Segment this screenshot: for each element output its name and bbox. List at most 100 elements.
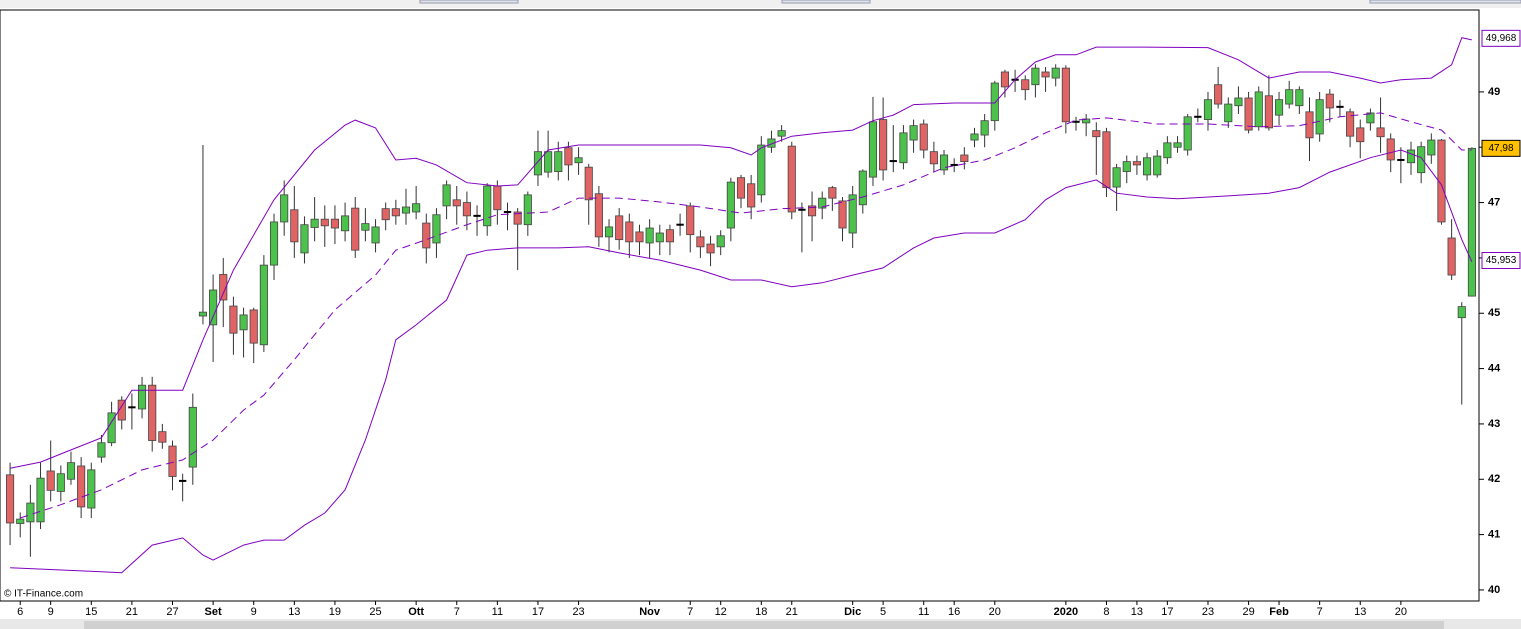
x-tick-label: 19 [329,606,341,618]
candle-down [828,187,837,199]
candle-up [310,218,319,228]
candle-up [66,462,76,480]
candle-down [1437,139,1446,223]
candle-down [787,145,796,213]
candle-up [1112,167,1121,188]
candle-up [909,125,918,141]
candle-down [635,231,644,243]
candle-up [361,223,370,231]
x-tick-label: 7 [687,606,693,618]
candle-up [87,469,96,509]
candle-up [300,224,309,254]
candle-down [1325,93,1334,109]
candle-up [726,181,735,229]
candle-up [371,226,380,244]
candle-down [564,147,573,166]
candle-up [1295,89,1304,107]
candle-up [818,197,827,209]
candle-down [6,474,15,524]
candle-down [219,274,228,301]
x-tick-label: 8 [1103,606,1109,618]
x-tick-label: Nov [639,606,661,618]
candle-down [665,229,674,243]
candle-down [1447,237,1456,276]
candle-down [1305,111,1314,139]
x-tick-label: 2020 [1054,606,1078,618]
candle-up [97,442,106,458]
price-label-box [1481,139,1521,157]
candle-up [1224,103,1233,123]
x-tick-label: 13 [288,606,300,618]
candle-up [1234,97,1243,107]
candle-down [736,177,746,199]
candle-up [56,473,65,492]
candle-up [970,133,979,141]
candle-up [1153,155,1162,176]
candle-up [1254,91,1263,128]
candle-down [1000,71,1009,88]
candle-up [1274,99,1284,116]
candle-up [1031,67,1040,86]
x-tick-label: Ott [408,606,424,618]
candle-up [188,406,197,468]
candle-down [117,399,126,421]
x-tick-label: 13 [1131,606,1143,618]
price-label-box [1481,252,1521,270]
price-label: 45,953 [1486,255,1517,266]
price-label-box [1481,29,1521,47]
y-tick-label: 45 [1488,307,1500,319]
candle-down [747,183,756,208]
candle-up [1315,99,1324,135]
candle-up [899,132,908,164]
x-tick-label: Dic [844,606,861,618]
candle-up [645,227,654,244]
candle-up [1143,157,1152,176]
top-bar [0,0,1521,8]
candle-up [432,214,441,244]
candle-down [1092,130,1101,138]
candle-up [239,314,248,331]
candle-down [929,151,938,165]
scroll-thumb[interactable] [84,621,1444,629]
candle-down [615,215,624,241]
candle-up [533,151,543,176]
y-tick-label: 40 [1488,584,1500,596]
candle-up [1285,89,1294,105]
y-tick-label: 42 [1488,473,1500,485]
candle-down [584,166,593,201]
x-tick-label: 20 [1395,606,1407,618]
x-tick-label: 23 [572,606,584,618]
tab [419,0,519,4]
x-tick-label: 16 [948,606,960,618]
candle-down [391,208,400,217]
candle-down [229,305,238,334]
candle-up [1366,112,1375,124]
candle-down [838,200,847,229]
y-tick-label: 49 [1488,86,1500,98]
x-tick-label: 27 [166,606,178,618]
candle-down [1356,127,1365,143]
candle-down [696,236,705,248]
candle-up [990,82,999,122]
x-tick-label: 9 [48,606,54,618]
candle-down [452,199,461,207]
band-line [10,37,1473,469]
candle-down [1102,131,1111,189]
candle-down [1041,71,1050,78]
candle-down [706,243,715,254]
candle-up [280,194,289,223]
candle-down [1386,138,1395,161]
candle-down [77,465,86,508]
y-tick-label: 43 [1488,418,1500,430]
price-label: 49,968 [1486,33,1517,44]
x-tick-label: 12 [715,606,727,618]
candle-down [1214,84,1223,105]
candle-up [1406,149,1416,164]
x-tick-label: 7 [1317,606,1323,618]
candle-up [1203,99,1213,120]
candle-down [351,207,360,251]
candle-down [46,470,55,491]
candle-up [554,151,563,172]
x-tick-label: 17 [532,606,544,618]
